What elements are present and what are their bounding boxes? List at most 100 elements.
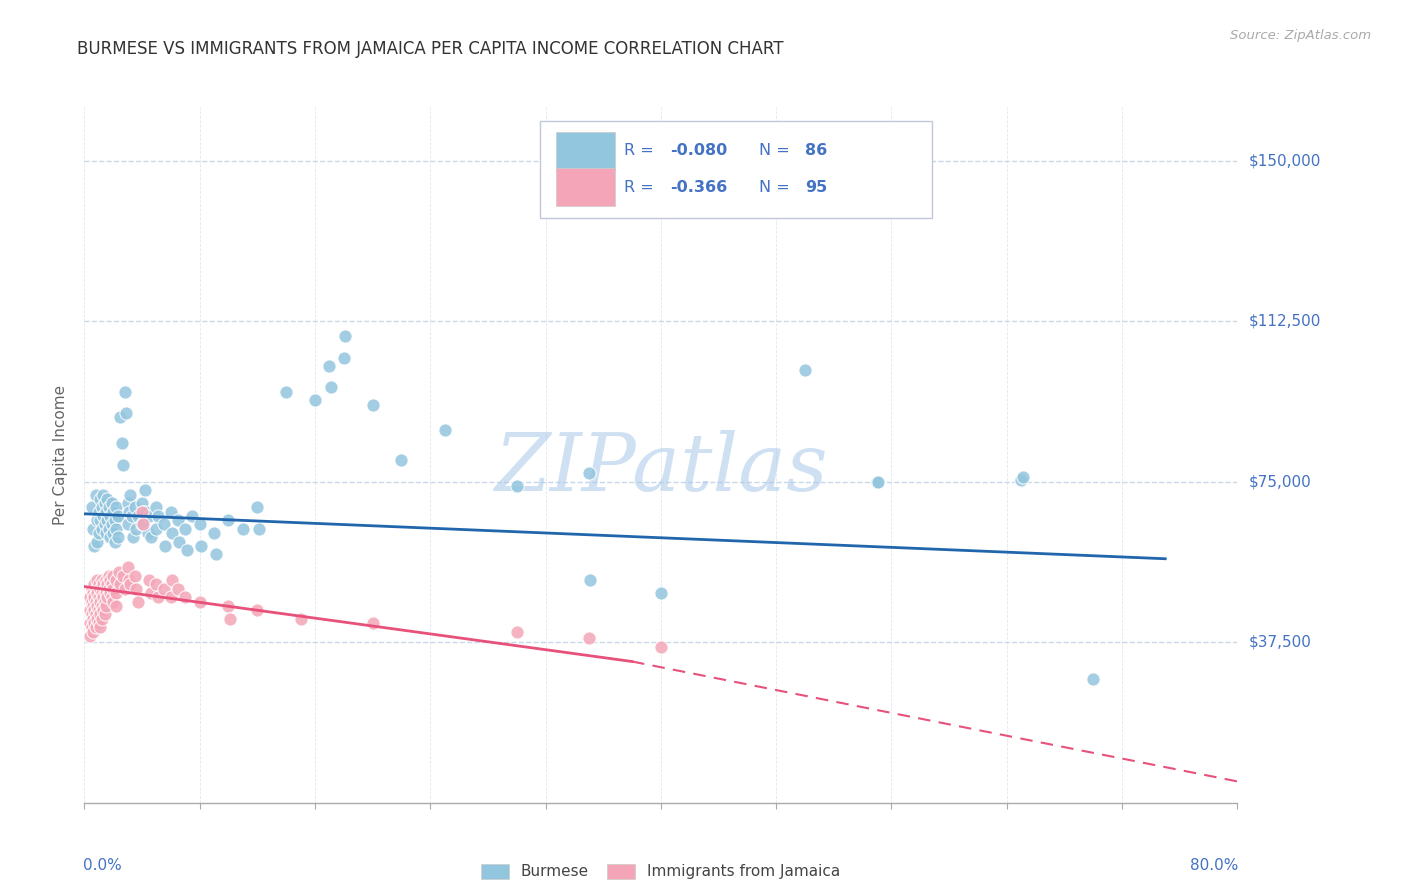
Point [96, 591, 118, 605]
Point [181, 508, 204, 523]
Point [104, 534, 127, 549]
Point [108, 565, 131, 579]
Point [82, 599, 104, 613]
Point [122, 530, 145, 544]
Point [84, 607, 107, 622]
FancyBboxPatch shape [540, 121, 932, 219]
Point [152, 517, 174, 532]
Point [125, 522, 148, 536]
Point [84, 594, 107, 608]
Point [135, 505, 157, 519]
Point [139, 530, 162, 544]
Point [127, 508, 149, 523]
Point [79, 615, 101, 630]
Y-axis label: Per Capita Income: Per Capita Income [53, 384, 69, 525]
Point [82, 522, 104, 536]
Text: Source: ZipAtlas.com: Source: ZipAtlas.com [1230, 29, 1371, 42]
Point [246, 500, 269, 515]
Point [361, 615, 384, 630]
Text: $37,500: $37,500 [1249, 635, 1312, 649]
Point [98, 530, 121, 544]
Point [90, 586, 112, 600]
Point [217, 513, 239, 527]
Point [246, 603, 269, 617]
Point [217, 599, 239, 613]
Point [86, 513, 108, 527]
Point [94, 526, 117, 541]
Point [82, 624, 104, 639]
Point [86, 586, 108, 600]
Point [868, 475, 890, 489]
Point [87, 591, 110, 605]
Point [188, 594, 211, 608]
Point [80, 594, 103, 608]
Point [793, 363, 815, 377]
Text: 0.0%: 0.0% [83, 858, 122, 873]
Point [96, 513, 118, 527]
Point [167, 513, 190, 527]
Text: BURMESE VS IMMIGRANTS FROM JAMAICA PER CAPITA INCOME CORRELATION CHART: BURMESE VS IMMIGRANTS FROM JAMAICA PER C… [77, 40, 783, 58]
Point [117, 496, 139, 510]
Point [90, 612, 112, 626]
Point [86, 599, 108, 613]
Point [93, 582, 115, 596]
Point [153, 539, 176, 553]
Point [190, 539, 212, 553]
Point [79, 591, 101, 605]
Point [89, 491, 111, 506]
Point [93, 496, 115, 510]
Point [104, 513, 127, 527]
Point [110, 410, 132, 425]
FancyBboxPatch shape [555, 132, 614, 169]
Point [111, 436, 134, 450]
Point [131, 517, 153, 532]
Point [93, 594, 115, 608]
Point [433, 423, 456, 437]
Text: -0.366: -0.366 [671, 179, 727, 194]
Point [274, 384, 298, 399]
Point [118, 505, 141, 519]
Point [120, 577, 142, 591]
Point [162, 573, 184, 587]
Text: ZIPatlas: ZIPatlas [494, 430, 828, 508]
Point [98, 508, 121, 523]
Point [91, 603, 114, 617]
Point [89, 607, 111, 622]
Point [93, 517, 115, 532]
Point [105, 586, 128, 600]
Point [103, 594, 124, 608]
Point [93, 607, 115, 622]
Point [87, 505, 110, 519]
Text: N =: N = [759, 144, 794, 159]
Point [84, 620, 107, 634]
Point [80, 582, 103, 596]
Point [167, 582, 190, 596]
Text: N =: N = [759, 179, 794, 194]
Point [87, 615, 110, 630]
Point [89, 582, 111, 596]
Point [169, 534, 191, 549]
Point [83, 603, 105, 617]
Point [86, 573, 108, 587]
Point [506, 624, 529, 639]
Point [146, 591, 169, 605]
Text: R =: R = [624, 144, 659, 159]
Point [98, 573, 121, 587]
Point [174, 591, 197, 605]
Point [117, 517, 139, 532]
Point [232, 522, 254, 536]
Point [146, 508, 169, 523]
Point [100, 517, 122, 532]
Point [145, 500, 167, 515]
Legend: Burmese, Immigrants from Jamaica: Burmese, Immigrants from Jamaica [475, 858, 846, 886]
Point [138, 508, 160, 523]
Point [361, 398, 384, 412]
Text: R =: R = [624, 179, 659, 194]
Point [202, 526, 225, 541]
Text: 80.0%: 80.0% [1189, 858, 1239, 873]
Point [80, 500, 103, 515]
Point [112, 569, 135, 583]
Point [94, 599, 117, 613]
Point [91, 577, 114, 591]
Text: 86: 86 [804, 144, 827, 159]
